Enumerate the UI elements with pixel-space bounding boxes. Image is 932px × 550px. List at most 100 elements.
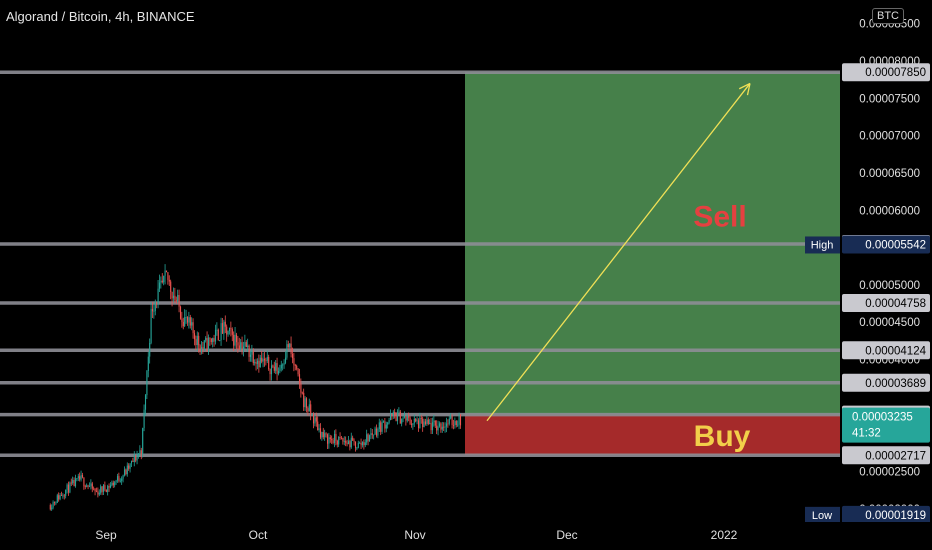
candle-body (118, 476, 120, 481)
target-arrow-head-1 (746, 83, 751, 96)
current-price-countdown: 41:32 (852, 428, 881, 440)
candle-body (160, 280, 162, 283)
candle-body (184, 317, 186, 327)
candle-body (123, 469, 126, 476)
candle-body (368, 435, 371, 442)
level-tag-2: 0.00004758 (865, 298, 926, 310)
candle-body (112, 482, 114, 486)
candle-body (402, 417, 404, 419)
candle-body (431, 422, 434, 431)
candle-body (227, 331, 229, 335)
candle-body (177, 294, 179, 302)
candle-body (382, 421, 385, 423)
candle-body (136, 455, 138, 461)
level-tag-4-bg (842, 373, 930, 392)
candle-body (427, 419, 429, 424)
candle-body (73, 479, 75, 487)
candle-body (333, 434, 336, 444)
candle-body (283, 362, 285, 365)
candle-body (254, 362, 256, 364)
candle-body (381, 421, 383, 432)
candle-body (181, 318, 183, 322)
candle-body (135, 455, 137, 461)
candle-body (200, 347, 203, 352)
candle-body (130, 460, 133, 464)
candle-body (231, 328, 233, 335)
candle-body (65, 489, 67, 496)
candle-body (408, 416, 410, 418)
candle-body (128, 465, 130, 469)
candle-body (193, 333, 196, 340)
low-value-tag-bg (842, 505, 930, 524)
candle-body (132, 460, 134, 462)
candle-body (60, 494, 63, 496)
candle-body (213, 338, 215, 342)
price-axis[interactable]: 0.000085000.000080000.000075000.00007000… (805, 19, 930, 524)
candle-body (93, 488, 95, 490)
candle-body (451, 416, 453, 425)
candle-body (105, 489, 107, 493)
candle-body (329, 437, 331, 440)
candle-body (69, 482, 71, 493)
candle-body (80, 475, 82, 480)
candle-body (188, 317, 190, 323)
candle-body (360, 442, 362, 446)
candle-body (440, 423, 442, 430)
x-tick-label-3: Dec (556, 528, 577, 542)
candle-body (221, 323, 224, 334)
candle-body (252, 351, 254, 364)
candle-body (415, 418, 417, 422)
candle-body (153, 310, 155, 312)
candle-body (384, 421, 386, 429)
candle-body (443, 426, 445, 428)
candle-body (441, 426, 443, 430)
candle-body (266, 356, 268, 361)
candle-body (146, 371, 148, 396)
candle-body (275, 363, 277, 371)
x-tick-label-2: Nov (404, 528, 425, 542)
candle-body (298, 374, 301, 384)
target-arrow-head-0 (738, 82, 751, 90)
levels-layer (0, 70, 840, 458)
candle-body (375, 428, 378, 436)
candle-body (233, 334, 235, 346)
candle-body (230, 327, 232, 329)
candle-body (401, 418, 403, 424)
candle-body (195, 339, 197, 346)
candle-body (72, 479, 74, 483)
time-axis[interactable]: Sep Oct Nov Dec 2022 (0, 522, 932, 550)
candle-body (163, 275, 165, 283)
candle-body (66, 484, 68, 490)
candle-body (98, 492, 100, 495)
candle-body (305, 398, 308, 409)
candle-body (436, 425, 438, 431)
current-price-tag-bg (842, 407, 930, 443)
candle-body (429, 423, 431, 425)
candle-body (137, 453, 140, 456)
currency-button[interactable]: BTC (872, 8, 904, 24)
candle-body (154, 302, 156, 311)
candle-body (339, 437, 341, 438)
candle-body (338, 437, 340, 445)
candle-body (144, 395, 147, 410)
candle-body (409, 417, 411, 424)
candle-body (345, 441, 347, 443)
candle-body (438, 423, 441, 427)
candle-body (284, 357, 287, 363)
candle-body (322, 432, 324, 438)
candle-body (328, 437, 330, 444)
candle-body (399, 411, 401, 424)
candle-body (388, 419, 390, 423)
candle-body (226, 326, 228, 335)
candle-body (210, 338, 212, 342)
candle-body (228, 327, 231, 332)
candle-body (164, 270, 166, 276)
candle-body (91, 483, 93, 489)
candle-body (392, 412, 394, 416)
candle-body (58, 495, 60, 500)
candle-body (459, 415, 462, 426)
level-tag-3-bg (842, 341, 930, 360)
candle-body (142, 428, 144, 455)
candle-body (242, 346, 245, 351)
